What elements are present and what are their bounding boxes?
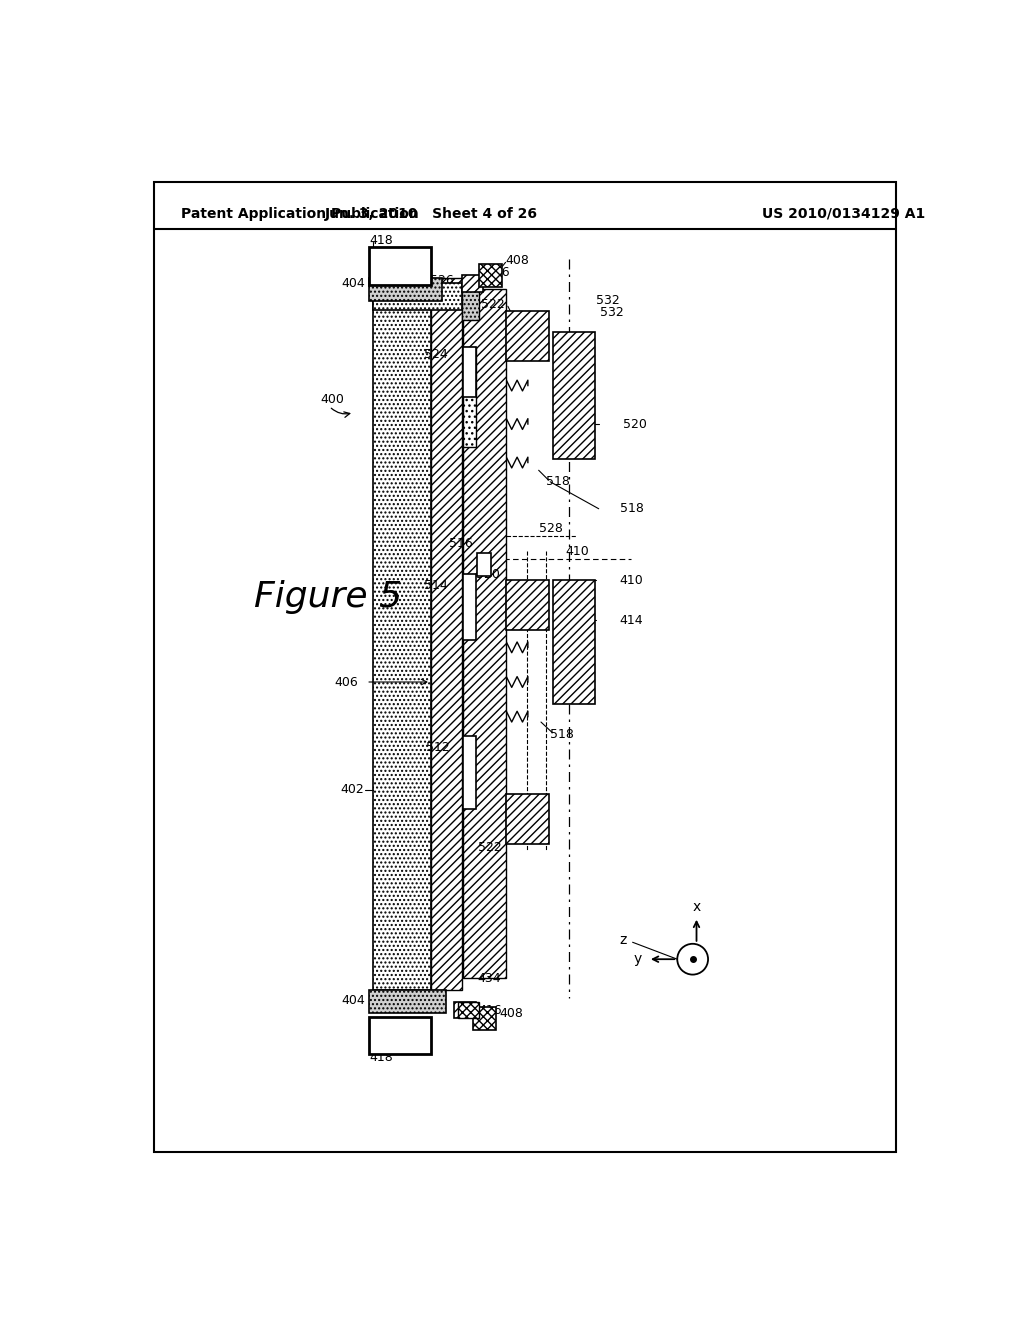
Text: 522: 522 <box>481 298 505 312</box>
Bar <box>431 277 462 990</box>
Bar <box>506 581 549 631</box>
Text: 514: 514 <box>424 579 447 593</box>
Bar <box>477 553 490 576</box>
Bar <box>506 312 549 360</box>
Bar <box>454 1002 475 1019</box>
Text: 400: 400 <box>321 393 345 407</box>
Text: z: z <box>620 933 627 946</box>
Bar <box>479 264 503 286</box>
Text: 418: 418 <box>370 234 393 247</box>
Text: 402: 402 <box>340 783 364 796</box>
Bar <box>506 793 549 843</box>
Bar <box>463 347 475 447</box>
Bar <box>370 1016 431 1053</box>
Text: 408: 408 <box>506 253 529 267</box>
Text: 408: 408 <box>500 1007 523 1019</box>
Bar <box>463 737 475 809</box>
Text: 404: 404 <box>342 994 366 1007</box>
Text: 434: 434 <box>477 972 501 985</box>
Text: 410: 410 <box>565 545 590 557</box>
Text: 406: 406 <box>334 676 357 689</box>
Bar <box>373 284 462 310</box>
Text: 418: 418 <box>370 1051 393 1064</box>
Bar <box>370 277 442 301</box>
Text: Figure 5: Figure 5 <box>254 581 401 614</box>
Text: 532: 532 <box>600 306 624 319</box>
Text: US 2010/0134129 A1: US 2010/0134129 A1 <box>762 207 926 220</box>
Bar <box>462 285 478 321</box>
Bar <box>458 1002 479 1019</box>
Text: 404: 404 <box>342 277 366 289</box>
Text: 416: 416 <box>486 265 510 279</box>
Bar <box>553 331 595 459</box>
Text: Jun. 3, 2010   Sheet 4 of 26: Jun. 3, 2010 Sheet 4 of 26 <box>325 207 538 220</box>
Text: 520: 520 <box>624 417 647 430</box>
Text: 412: 412 <box>523 810 547 824</box>
Text: 516: 516 <box>450 537 473 550</box>
Bar <box>463 347 475 397</box>
Bar <box>473 1007 497 1030</box>
Text: 526: 526 <box>430 273 454 286</box>
Bar <box>373 277 431 990</box>
Bar <box>370 990 446 1014</box>
Text: 518: 518 <box>620 502 643 515</box>
Text: 512: 512 <box>426 741 451 754</box>
Bar <box>463 574 475 640</box>
Bar <box>463 289 506 978</box>
Text: 528: 528 <box>539 521 562 535</box>
Text: x: x <box>692 900 700 913</box>
Text: 524: 524 <box>424 348 447 362</box>
Text: 520: 520 <box>476 568 500 581</box>
Text: y: y <box>633 952 641 966</box>
Text: 522: 522 <box>478 841 502 854</box>
Text: 410: 410 <box>620 574 643 587</box>
Text: Patent Application Publication: Patent Application Publication <box>180 207 419 220</box>
Bar <box>370 247 431 285</box>
Bar <box>553 581 595 704</box>
Text: 518: 518 <box>550 727 574 741</box>
Text: 532: 532 <box>596 294 621 308</box>
Text: 414: 414 <box>620 614 643 627</box>
Bar <box>462 276 483 293</box>
Text: 416: 416 <box>478 1003 502 1016</box>
Text: 518: 518 <box>547 475 570 488</box>
